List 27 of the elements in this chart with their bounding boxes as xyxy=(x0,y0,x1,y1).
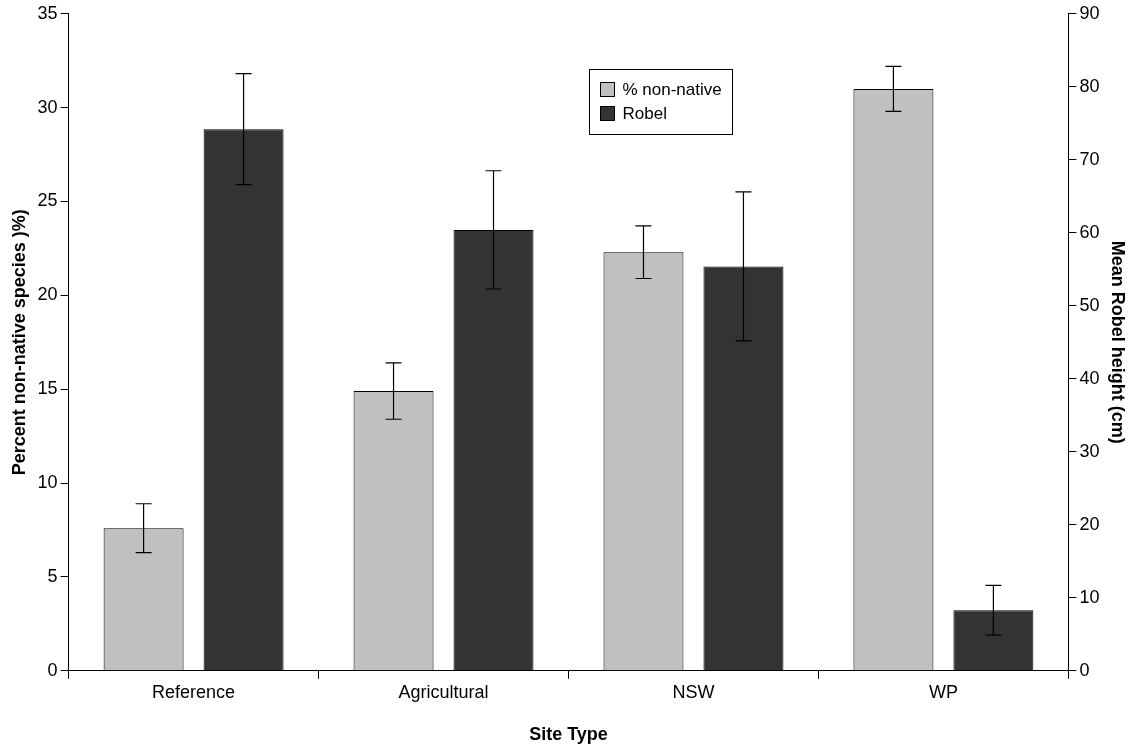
y-tick-label: 0 xyxy=(47,659,58,680)
y2-tick-label: 70 xyxy=(1079,148,1100,169)
x-axis-title: Site Type xyxy=(529,724,608,745)
y-axis-title: Percent non-native species )%) xyxy=(8,209,29,476)
legend-label: % non-native xyxy=(622,79,722,100)
y-tick-label: 10 xyxy=(37,472,58,493)
y2-tick-label: 80 xyxy=(1079,75,1100,96)
y-tick-label: 5 xyxy=(47,565,58,586)
x-tick-label: Agricultural xyxy=(398,681,489,702)
y2-tick-label: 60 xyxy=(1079,221,1100,242)
y2-tick-label: 50 xyxy=(1079,294,1100,315)
y-tick-label: 35 xyxy=(37,2,58,23)
y-tick-label: 20 xyxy=(37,284,58,305)
y-tick-label: 25 xyxy=(37,190,58,211)
x-tick-label: NSW xyxy=(672,681,715,702)
y2-axis-title: Mean Robel height (cm) xyxy=(1108,240,1129,444)
y-tick-label: 30 xyxy=(37,96,58,117)
y2-tick-label: 90 xyxy=(1079,2,1100,23)
y2-tick-label: 20 xyxy=(1079,513,1100,534)
legend-label: Robel xyxy=(622,103,667,124)
x-tick-label: WP xyxy=(928,681,958,702)
y2-tick-label: 0 xyxy=(1079,659,1090,680)
y-tick-label: 15 xyxy=(37,378,58,399)
x-tick-label: Reference xyxy=(152,681,236,702)
y2-tick-label: 30 xyxy=(1079,440,1100,461)
y2-tick-label: 40 xyxy=(1079,367,1100,388)
y2-tick-label: 10 xyxy=(1079,586,1100,607)
